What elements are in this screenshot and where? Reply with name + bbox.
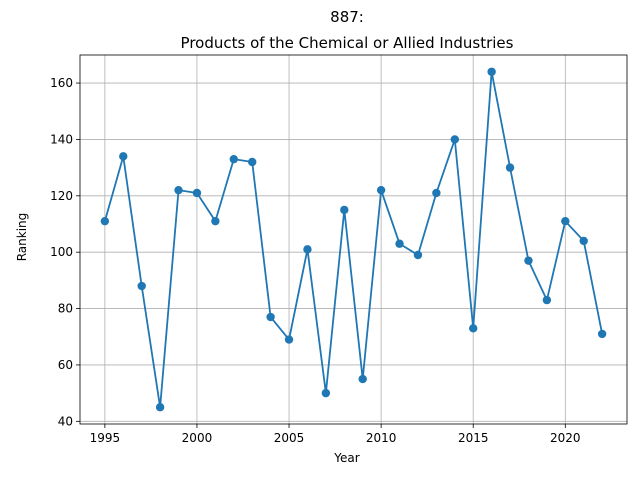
chart-title-line1: 887: (330, 8, 364, 26)
data-point-marker (469, 324, 478, 333)
data-point-marker (358, 374, 367, 384)
y-tick-label: 40 (58, 414, 73, 428)
y-tick-label: 120 (50, 189, 73, 203)
data-point-marker (432, 188, 441, 198)
data-point-marker (266, 312, 275, 322)
x-axis-ticks: 1995 2000 2005 2010 2015 2020 (90, 424, 581, 445)
y-tick-label: 100 (50, 245, 73, 259)
data-point-marker (321, 388, 331, 398)
data-point-marker (192, 188, 202, 198)
data-point-marker (413, 250, 423, 260)
chart-title-line2: Products of the Chemical or Allied Indus… (181, 34, 514, 52)
data-point-marker (450, 135, 459, 144)
data-point-marker (174, 185, 183, 195)
data-point-marker (284, 335, 294, 344)
axes-frame (79, 54, 628, 425)
data-point-marker (229, 154, 238, 164)
x-tick-label: 1995 (90, 431, 121, 445)
x-axis-label: Year (333, 451, 359, 465)
y-tick-label: 80 (58, 302, 73, 316)
data-point-marker (100, 216, 110, 226)
data-point-marker (119, 152, 128, 161)
x-tick-label: 2020 (550, 431, 581, 445)
x-tick-label: 2010 (366, 431, 397, 445)
x-tick-label: 2005 (274, 431, 305, 445)
data-point-marker (303, 245, 312, 254)
x-tick-label: 2015 (458, 431, 489, 445)
grid-lines (80, 55, 627, 424)
y-axis-ticks: 40 60 80 100 120 140 160 (50, 76, 80, 428)
data-point-marker (211, 216, 220, 226)
x-tick-label: 2000 (182, 431, 213, 445)
data-series (100, 67, 607, 412)
data-point-marker (340, 205, 349, 215)
data-point-marker (561, 216, 570, 226)
y-tick-label: 140 (50, 132, 73, 146)
data-point-marker (505, 163, 515, 172)
y-axis-label: Ranking (15, 213, 29, 262)
y-tick-label: 60 (58, 358, 73, 372)
data-point-marker (487, 67, 496, 76)
data-point-marker (579, 236, 588, 246)
series-line (103, 70, 604, 409)
data-point-marker (542, 295, 552, 305)
data-point-marker (395, 239, 404, 248)
data-point-marker (137, 281, 146, 291)
data-point-marker (597, 329, 607, 339)
y-tick-label: 160 (50, 76, 73, 90)
data-point-marker (248, 157, 257, 167)
data-point-marker (155, 403, 165, 412)
data-point-marker (376, 185, 386, 195)
data-point-marker (524, 256, 533, 265)
